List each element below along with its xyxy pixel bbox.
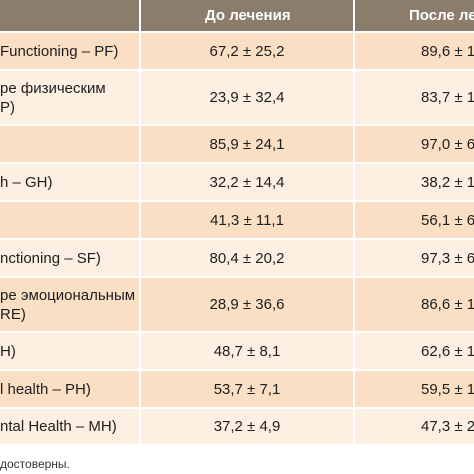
row-value-before: 85,9 ± 24,1 (140, 124, 355, 163)
row-value-before: 23,9 ± 32,4 (140, 69, 355, 125)
results-table-container: До лечения После лечени Functioning – PF… (0, 0, 474, 444)
row-parameter-label: ре физическим P) (0, 69, 141, 125)
row-value-before: 48,7 ± 8,1 (140, 331, 355, 370)
row-value-after: 86,6 ± 1 (354, 276, 474, 332)
row-value-after: 56,1 ± 6 (354, 200, 474, 239)
row-parameter-label (0, 124, 141, 163)
row-parameter-label: ре эмоциональным RE) (0, 276, 141, 332)
row-value-before: 28,9 ± 36,6 (140, 276, 355, 332)
table-row: ре эмоциональным RE) 28,9 ± 36,6 86,6 ± 1 (0, 276, 474, 332)
table-row: H) 48,7 ± 8,1 62,6 ± 1 (0, 331, 474, 370)
header-parameter (0, 0, 141, 32)
row-value-after: 97,0 ± 6 (354, 124, 474, 163)
row-value-before: 67,2 ± 25,2 (140, 31, 355, 70)
table-header-row: До лечения После лечени (0, 0, 474, 32)
row-value-before: 32,2 ± 14,4 (140, 162, 355, 201)
table-footnote: достоверны. (0, 457, 70, 471)
table-row: ре физическим P) 23,9 ± 32,4 83,7 ± 1 (0, 69, 474, 125)
row-value-after: 59,5 ± 1 (354, 369, 474, 408)
table-row: nctioning – SF) 80,4 ± 20,2 97,3 ± 6 (0, 238, 474, 277)
row-value-before: 80,4 ± 20,2 (140, 238, 355, 277)
row-value-before: 41,3 ± 11,1 (140, 200, 355, 239)
header-after-treatment: После лечени (354, 0, 474, 32)
row-value-after: 89,6 ± 1 (354, 31, 474, 70)
table-row: 41,3 ± 11,1 56,1 ± 6 (0, 200, 474, 239)
table-row: 85,9 ± 24,1 97,0 ± 6 (0, 124, 474, 163)
row-parameter-label: H) (0, 331, 141, 370)
results-table: До лечения После лечени Functioning – PF… (0, 0, 474, 444)
table-row: l health – PH) 53,7 ± 7,1 59,5 ± 1 (0, 369, 474, 408)
row-parameter-label: l health – PH) (0, 369, 141, 408)
header-before-treatment: До лечения (140, 0, 355, 32)
table-row: h – GH) 32,2 ± 14,4 38,2 ± 1 (0, 162, 474, 201)
row-parameter-label: Functioning – PF) (0, 31, 141, 70)
row-parameter-label (0, 200, 141, 239)
row-parameter-label: h – GH) (0, 162, 141, 201)
row-parameter-label: nctioning – SF) (0, 238, 141, 277)
row-value-after: 83,7 ± 1 (354, 69, 474, 125)
row-value-before: 37,2 ± 4,9 (140, 407, 355, 444)
row-value-after: 38,2 ± 1 (354, 162, 474, 201)
row-value-after: 62,6 ± 1 (354, 331, 474, 370)
row-value-after: 97,3 ± 6 (354, 238, 474, 277)
table-row: Functioning – PF) 67,2 ± 25,2 89,6 ± 1 (0, 31, 474, 70)
row-parameter-label: ntal Health – MH) (0, 407, 141, 444)
row-value-before: 53,7 ± 7,1 (140, 369, 355, 408)
table-row: ntal Health – MH) 37,2 ± 4,9 47,3 ± 2 (0, 407, 474, 444)
row-value-after: 47,3 ± 2 (354, 407, 474, 444)
